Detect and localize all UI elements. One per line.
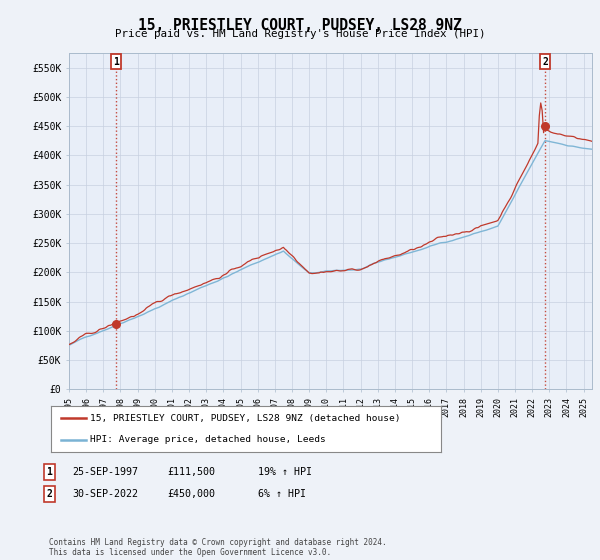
Text: 1: 1	[46, 467, 52, 477]
Text: 15, PRIESTLEY COURT, PUDSEY, LS28 9NZ (detached house): 15, PRIESTLEY COURT, PUDSEY, LS28 9NZ (d…	[90, 414, 401, 423]
Text: 2: 2	[542, 57, 548, 67]
Text: 1: 1	[113, 57, 119, 67]
Text: HPI: Average price, detached house, Leeds: HPI: Average price, detached house, Leed…	[90, 435, 326, 444]
Text: £450,000: £450,000	[167, 489, 215, 499]
Text: 2: 2	[46, 489, 52, 499]
Text: Contains HM Land Registry data © Crown copyright and database right 2024.
This d: Contains HM Land Registry data © Crown c…	[49, 538, 387, 557]
Text: Price paid vs. HM Land Registry's House Price Index (HPI): Price paid vs. HM Land Registry's House …	[115, 29, 485, 39]
Text: £111,500: £111,500	[167, 467, 215, 477]
Text: 19% ↑ HPI: 19% ↑ HPI	[258, 467, 312, 477]
Text: 25-SEP-1997: 25-SEP-1997	[72, 467, 138, 477]
Text: 15, PRIESTLEY COURT, PUDSEY, LS28 9NZ: 15, PRIESTLEY COURT, PUDSEY, LS28 9NZ	[138, 18, 462, 33]
Text: 6% ↑ HPI: 6% ↑ HPI	[258, 489, 306, 499]
Text: 30-SEP-2022: 30-SEP-2022	[72, 489, 138, 499]
